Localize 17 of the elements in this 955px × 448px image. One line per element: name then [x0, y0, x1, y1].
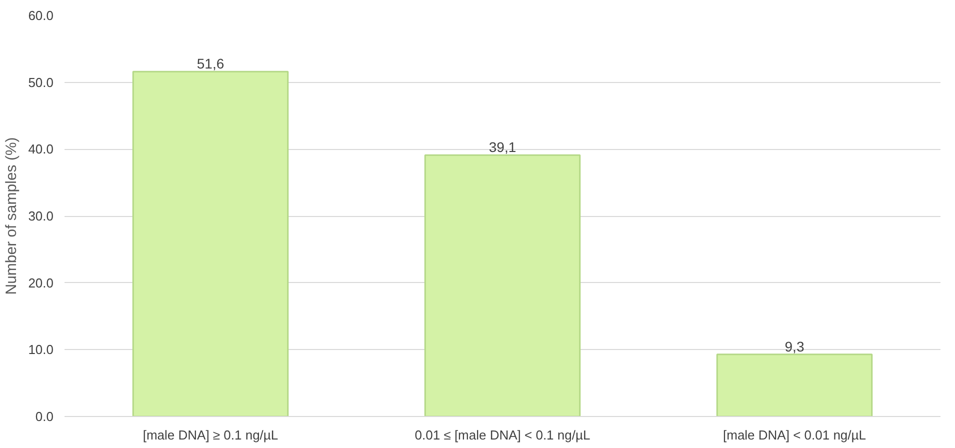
y-tick-label: 20.0: [28, 275, 54, 290]
data-label: 39,1: [488, 139, 516, 156]
y-tick-label: 40.0: [28, 142, 54, 157]
y-tick-label: 60.0: [28, 8, 54, 23]
y-tick-label: 10.0: [28, 342, 54, 358]
y-axis-title: Number of samples (%): [3, 137, 20, 295]
y-tick-label: 0.0: [35, 409, 54, 424]
data-label: 9,3: [784, 338, 804, 354]
bar: [132, 70, 289, 416]
data-label: 51,6: [196, 56, 224, 72]
x-tick-label: [male DNA] ≥ 0.1 ng/µL: [142, 428, 278, 442]
y-tick-label: 30.0: [28, 208, 54, 224]
bar: [716, 354, 873, 416]
bar: [424, 154, 581, 416]
x-tick-label: 0.01 ≤ [male DNA] < 0.1 ng/µL: [414, 428, 590, 442]
x-tick-label: [male DNA] < 0.01 ng/µL: [723, 428, 866, 442]
y-tick-label: 50.0: [28, 74, 54, 90]
